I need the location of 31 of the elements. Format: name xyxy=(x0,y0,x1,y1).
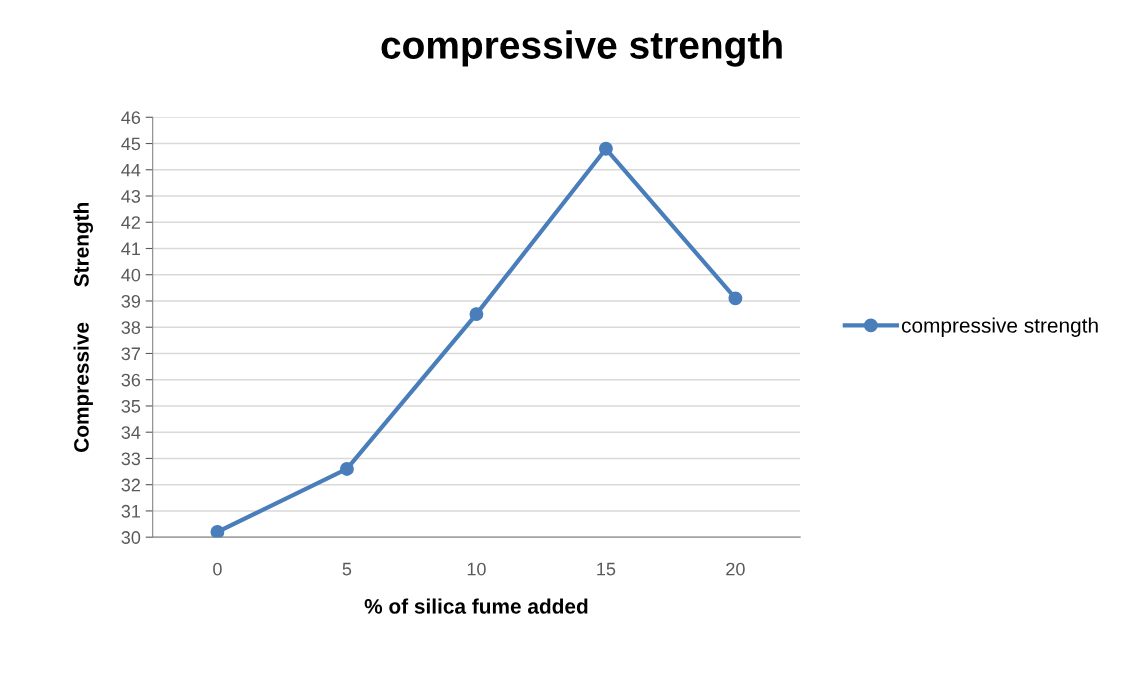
y-tick-label: 36 xyxy=(121,373,141,387)
y-tick-label: 41 xyxy=(121,242,140,256)
x-axis-title: % of silica fume added xyxy=(364,598,588,614)
x-tick-label: 5 xyxy=(342,562,352,576)
y-tick-label: 33 xyxy=(121,452,141,466)
y-tick-label: 32 xyxy=(121,478,140,492)
y-tick-label: 35 xyxy=(121,399,141,413)
y-tick-label: 37 xyxy=(121,347,140,361)
y-tick-label: 38 xyxy=(121,321,141,334)
point xyxy=(598,141,613,156)
y-tick-label: 45 xyxy=(121,137,141,151)
y-tick-label: 39 xyxy=(121,294,141,308)
x-tick-label: 10 xyxy=(467,562,486,576)
y-axis-title: Compressive Strength xyxy=(73,202,94,452)
chart-title: compressive strength xyxy=(381,30,782,67)
y-tick-label: 44 xyxy=(121,163,141,177)
x-tick-label: 0 xyxy=(213,562,222,576)
y-tick-label: 30 xyxy=(121,531,141,544)
y-tick-label: 40 xyxy=(121,268,141,282)
y-tick-label: 46 xyxy=(121,111,141,124)
point xyxy=(339,461,354,476)
point xyxy=(728,291,743,306)
point xyxy=(210,524,225,538)
y-tick-label: 34 xyxy=(121,426,141,439)
x-tick-label: 20 xyxy=(726,562,745,576)
x-tick-label: 15 xyxy=(597,562,616,576)
y-tick-label: 43 xyxy=(121,189,141,203)
legend-label: compressive strength xyxy=(901,317,1098,337)
point xyxy=(469,307,484,322)
y-tick-label: 42 xyxy=(121,216,140,229)
y-tick-label: 31 xyxy=(121,504,140,518)
